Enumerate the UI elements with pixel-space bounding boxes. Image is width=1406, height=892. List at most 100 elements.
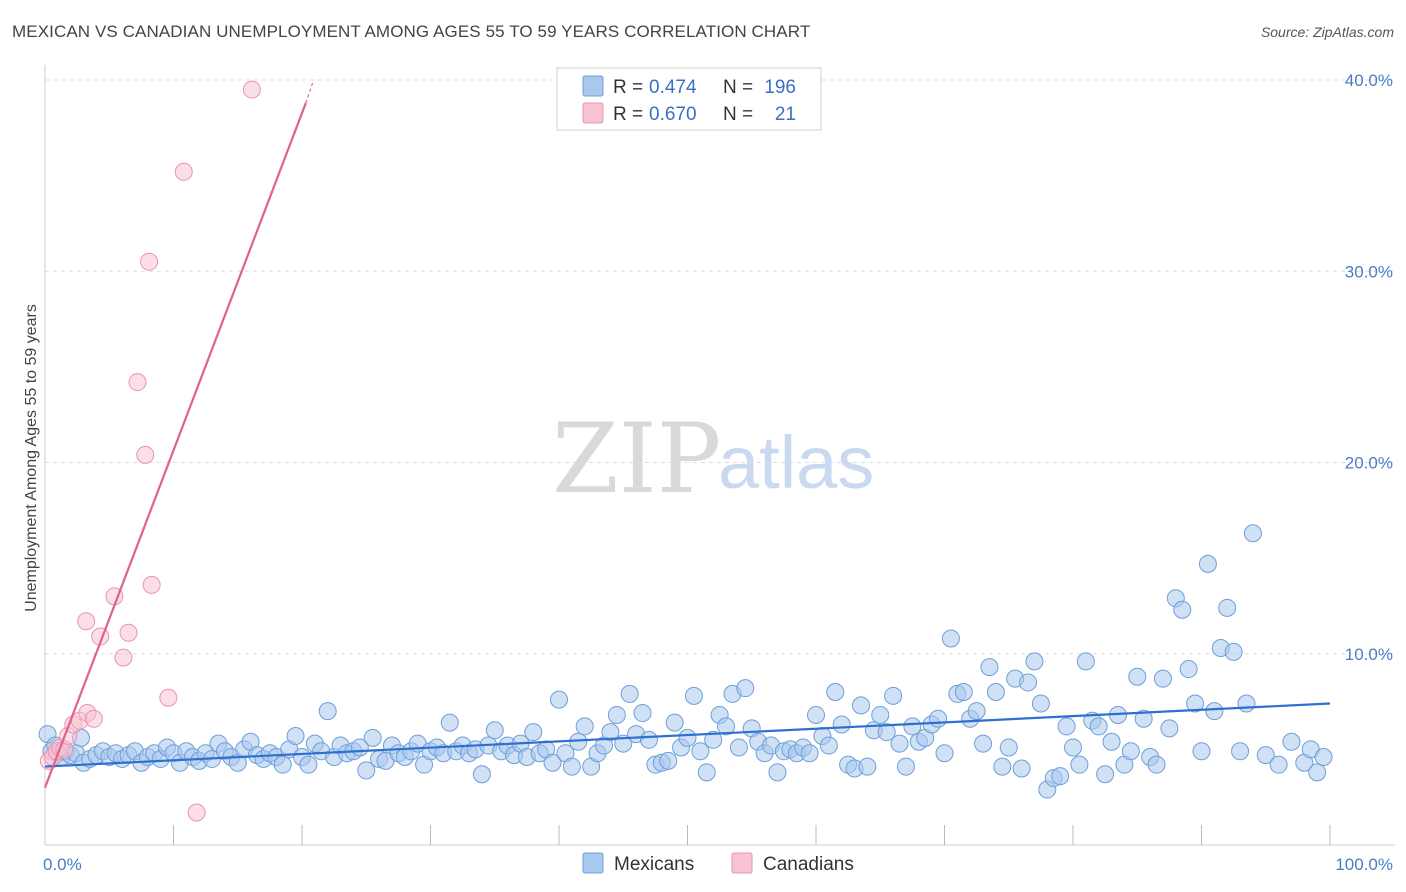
mexicans-point (1186, 694, 1205, 713)
mexicans-point (659, 751, 678, 770)
source-label: Source: ZipAtlas.com (1260, 24, 1394, 40)
mexicans-point (1160, 719, 1179, 738)
canadians-point (128, 373, 147, 392)
legend-mexicans-swatch (582, 852, 604, 874)
mexicans-point (819, 736, 838, 755)
canadians-point (136, 445, 155, 464)
mexicans-point (980, 658, 999, 677)
canadians-point (119, 623, 138, 642)
legend-canadians-label: Canadians (763, 854, 854, 875)
stats-legend: R = 0.474 N = 196 R = 0.670 N = 21 (556, 67, 822, 131)
mexicans-point (832, 715, 851, 734)
canadians-trend-extension (305, 79, 315, 104)
mexicans-point (1314, 748, 1333, 767)
mexicans-point (1205, 702, 1224, 721)
mexicans-point (485, 721, 504, 740)
mexicans-point (858, 757, 877, 776)
mexicans-r-value: 0.474 (649, 77, 697, 98)
mexicans-point (575, 717, 594, 736)
mexicans-point (1134, 709, 1153, 728)
gridlines (45, 79, 1395, 655)
mexicans-point (1128, 667, 1147, 686)
y-axis-label: Unemployment Among Ages 55 to 59 years (23, 304, 40, 612)
mexicans-point (633, 704, 652, 723)
mexicans-point (1051, 767, 1070, 786)
mexicans-point (890, 734, 909, 753)
mexicans-point (993, 757, 1012, 776)
mexicans-point (665, 713, 684, 732)
y-tick-label: 30.0% (1345, 262, 1393, 281)
mexicans-point (299, 755, 318, 774)
mexicans-point (1070, 755, 1089, 774)
mexicans-point (1057, 717, 1076, 736)
canadians-r-label: R = (613, 104, 643, 125)
mexicans-point (1237, 694, 1256, 713)
mexicans-point (941, 629, 960, 648)
mexicans-point (1243, 524, 1262, 543)
trend-lines (43, 79, 1331, 789)
y-tick-label: 10.0% (1345, 645, 1393, 664)
mexicans-point (691, 742, 710, 761)
mexicans-point (903, 717, 922, 736)
canadians-point (142, 575, 161, 594)
mexicans-point (601, 723, 620, 742)
mexicans-point (1231, 742, 1250, 761)
mexicans-point (1121, 742, 1140, 761)
mexicans-point (1076, 652, 1095, 671)
mexicans-point (550, 690, 568, 709)
watermark-zip: ZIP (552, 403, 721, 515)
x-tick-label-min: 0.0% (43, 855, 82, 874)
mexicans-point (736, 679, 755, 698)
mexicans-point (871, 705, 890, 724)
mexicans-point (1308, 763, 1327, 782)
mexicans-n-label: N = (723, 77, 753, 98)
mexicans-point (807, 705, 825, 724)
mexicans-point (800, 744, 819, 763)
mexicans-point (1089, 717, 1108, 736)
mexicans-point (768, 763, 787, 782)
mexicans-point (877, 723, 896, 742)
mexicans-swatch (582, 75, 604, 97)
mexicans-point (562, 757, 581, 776)
mexicans-point (1269, 755, 1288, 774)
mexicans-point (678, 728, 697, 747)
mexicans-point (1173, 600, 1192, 619)
y-tick-label: 20.0% (1345, 454, 1393, 473)
mexicans-point (1153, 669, 1172, 688)
mexicans-point (684, 686, 703, 705)
mexicans-point (1064, 738, 1082, 757)
mexicans-point (1224, 642, 1243, 661)
x-tick-labels: 0.0% 100.0% (43, 855, 1393, 874)
canadians-point (77, 612, 96, 631)
mexicans-point (954, 683, 973, 701)
canadians-point (114, 648, 133, 667)
mexicans-point (999, 738, 1018, 757)
mexicans-point (884, 686, 903, 705)
mexicans-point (639, 730, 658, 749)
mexicans-trend-line (44, 702, 1331, 768)
mexicans-point (929, 709, 948, 728)
mexicans-point (697, 763, 716, 782)
mexicans-point (935, 744, 954, 763)
canadians-n-value: 21 (775, 104, 796, 125)
watermark-atlas: atlas (718, 421, 874, 504)
mexicans-point (986, 683, 1005, 701)
canadians-point (140, 252, 159, 271)
mexicans-point (1012, 759, 1031, 778)
mexicans-point (363, 728, 382, 747)
mexicans-point (717, 717, 736, 736)
watermark: ZIP atlas (552, 403, 874, 515)
mexicans-point (704, 730, 723, 749)
mexicans-point (1256, 746, 1275, 765)
mexicans-n-value: 196 (764, 77, 796, 98)
canadians-point (84, 709, 103, 728)
mexicans-point (440, 713, 459, 732)
mexicans-point (1282, 732, 1301, 751)
canadians-point (174, 162, 193, 181)
mexicans-point (1031, 694, 1050, 713)
canadians-point (187, 803, 206, 822)
mexicans-point (967, 702, 986, 721)
mexicans-points (38, 524, 1333, 799)
mexicans-point (1198, 554, 1217, 573)
